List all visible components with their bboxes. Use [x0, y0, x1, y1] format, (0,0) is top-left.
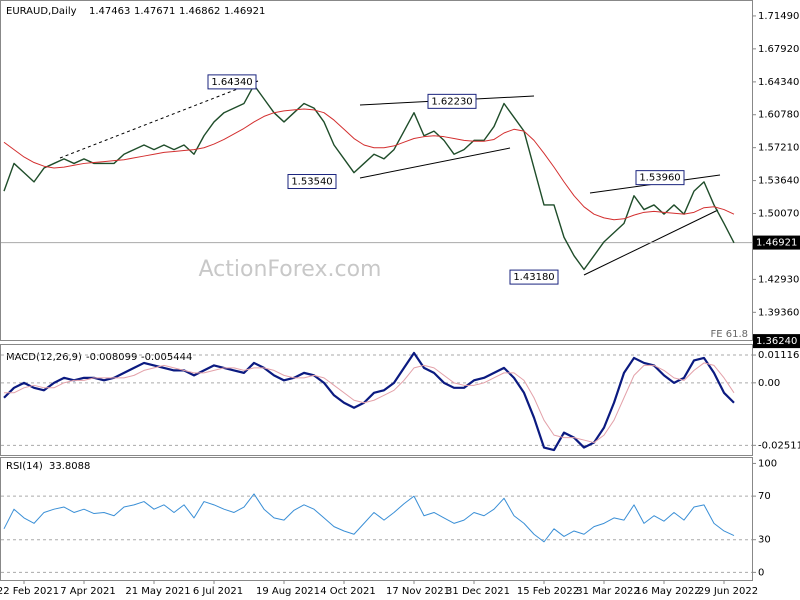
level-name: FE 61.8	[710, 329, 748, 340]
y-tick-label: 1.53640	[758, 176, 799, 187]
macd-reading: -0.005444	[141, 352, 192, 363]
series-line	[3, 84, 735, 271]
annotation-box	[287, 174, 337, 190]
x-tick-label: 16 May 2022	[635, 586, 700, 597]
annotation-box	[427, 93, 477, 109]
y-tick-label: 100	[758, 458, 777, 469]
annotation-label: 1.43180	[513, 272, 554, 283]
x-tick-label: 6 Jul 2021	[193, 586, 243, 597]
x-tick-label: 29 Jun 2022	[698, 586, 758, 597]
series-line	[3, 351, 735, 452]
y-tick-label: 30	[758, 535, 771, 546]
x-tick-label: 19 Aug 2021	[256, 586, 320, 597]
high: 1.47671	[134, 6, 175, 17]
close: 1.46921	[224, 6, 265, 17]
low: 1.46862	[179, 6, 220, 17]
trend-line	[359, 147, 511, 179]
annotation-box	[635, 170, 685, 186]
y-tick-label: 0	[758, 567, 764, 578]
series-line	[3, 493, 735, 543]
y-tick-label: 1.42930	[758, 274, 799, 285]
annotation-box	[207, 74, 257, 90]
series-line	[3, 108, 735, 221]
series-line	[4, 362, 735, 444]
y-tick-label: 1.64340	[758, 77, 799, 88]
y-tick-label: 1.67920	[758, 44, 799, 55]
x-tick-label: 31 Mar 2022	[576, 586, 639, 597]
annotation-label: 1.64340	[211, 77, 252, 88]
y-tick-label: 0.011168	[758, 350, 800, 361]
open: 1.47463	[89, 6, 130, 17]
x-tick-label: 21 May 2021	[125, 586, 190, 597]
level-box	[753, 334, 800, 349]
x-tick-label: 31 Dec 2021	[446, 586, 510, 597]
y-tick-label: 1.71490	[758, 11, 799, 22]
y-tick-label: 1.50070	[758, 209, 799, 220]
y-tick-label: 0.00	[758, 378, 780, 389]
x-tick-label: 7 Apr 2021	[60, 586, 115, 597]
watermark: ActionForex.com	[199, 257, 382, 282]
level-label: 1.36240	[756, 336, 797, 347]
y-tick-label: 1.57210	[758, 143, 799, 154]
rsi-title: RSI(14)	[6, 461, 43, 472]
x-tick-label: 15 Feb 2022	[517, 586, 579, 597]
rsi-panel	[0, 457, 753, 581]
macd-panel	[0, 344, 753, 456]
current-price-box	[753, 235, 800, 250]
macd-title: MACD(12,26,9)	[6, 352, 82, 363]
x-tick-label: 22 Feb 2021	[0, 586, 59, 597]
symbol: EURAUD,Daily	[6, 6, 77, 17]
rsi-reading: 33.8088	[49, 461, 90, 472]
current-price-label: 1.46921	[756, 238, 797, 249]
x-tick-label: 4 Oct 2021	[320, 586, 375, 597]
annotation-label: 1.53540	[291, 177, 332, 188]
y-tick-label: 1.39360	[758, 307, 799, 318]
x-tick-label: 17 Nov 2021	[386, 586, 450, 597]
annotation-box	[509, 269, 559, 285]
y-tick-label: -0.025117	[758, 440, 800, 451]
price-panel	[0, 0, 753, 341]
macd-reading: -0.008099	[86, 352, 137, 363]
annotation-label: 1.62230	[431, 96, 472, 107]
annotation-label: 1.53960	[639, 173, 680, 184]
y-tick-label: 1.60780	[758, 110, 799, 121]
y-tick-label: 70	[758, 491, 771, 502]
